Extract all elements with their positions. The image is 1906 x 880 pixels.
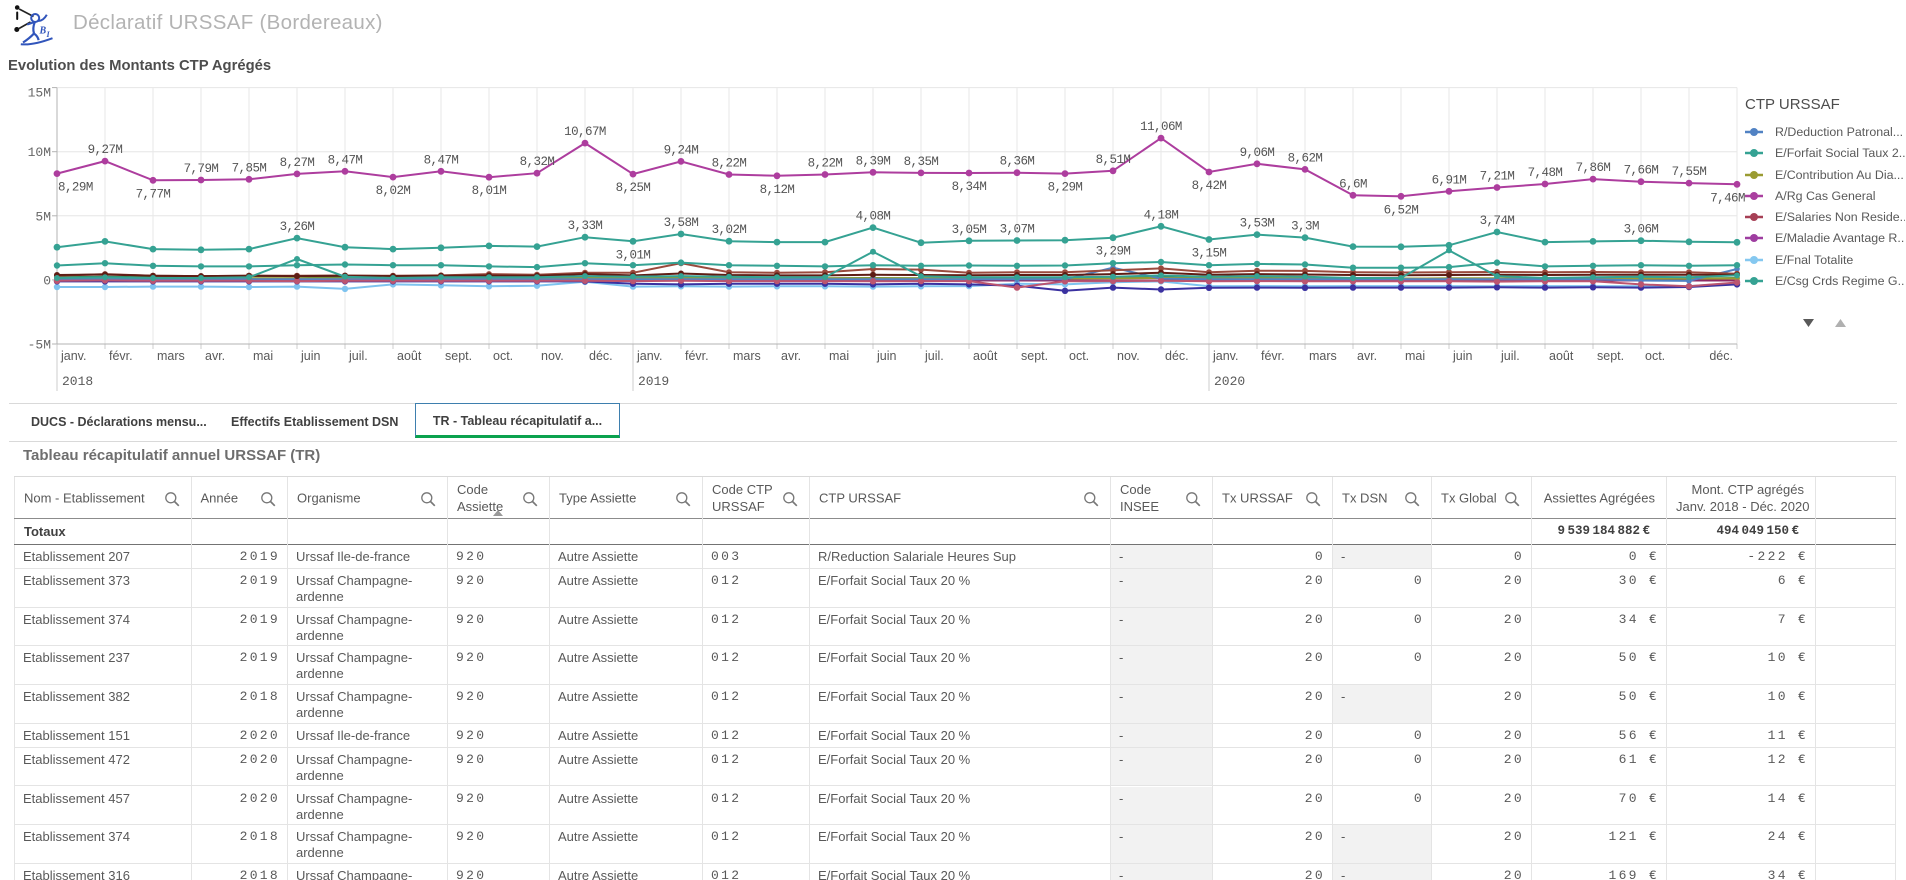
svg-text:8,02M: 8,02M (376, 184, 411, 198)
svg-text:8,42M: 8,42M (1192, 179, 1227, 193)
svg-text:7,85M: 7,85M (232, 161, 267, 175)
svg-text:B: B (39, 26, 47, 37)
svg-text:7,21M: 7,21M (1480, 170, 1515, 184)
svg-text:8,51M: 8,51M (1096, 153, 1131, 167)
svg-text:11,06M: 11,06M (1140, 120, 1182, 134)
svg-text:nov.: nov. (1117, 349, 1140, 363)
svg-text:5M: 5M (35, 209, 51, 224)
svg-text:7,86M: 7,86M (1576, 161, 1611, 175)
svg-text:-5M: -5M (28, 338, 51, 353)
svg-text:3,26M: 3,26M (280, 220, 315, 234)
svg-text:8,35M: 8,35M (904, 155, 939, 169)
svg-text:oct.: oct. (1645, 349, 1665, 363)
svg-text:déc.: déc. (1165, 349, 1189, 363)
svg-text:8,29M: 8,29M (1048, 181, 1083, 195)
svg-text:8,01M: 8,01M (472, 184, 507, 198)
svg-text:janv.: janv. (636, 349, 662, 363)
svg-text:juin: juin (300, 349, 321, 363)
svg-text:nov.: nov. (541, 349, 564, 363)
svg-text:janv.: janv. (60, 349, 86, 363)
svg-text:3,05M: 3,05M (952, 223, 987, 237)
svg-text:févr.: févr. (109, 349, 133, 363)
svg-text:7,66M: 7,66M (1624, 164, 1659, 178)
svg-text:juin: juin (1452, 349, 1473, 363)
svg-text:3,58M: 3,58M (664, 216, 699, 230)
svg-text:3,29M: 3,29M (1096, 245, 1131, 259)
svg-text:6,52M: 6,52M (1384, 203, 1419, 217)
svg-text:3,01M: 3,01M (616, 248, 651, 262)
svg-text:2019: 2019 (638, 374, 669, 389)
svg-text:6,6M: 6,6M (1339, 177, 1367, 191)
svg-text:6,91M: 6,91M (1432, 173, 1467, 187)
svg-text:3,74M: 3,74M (1480, 214, 1515, 228)
svg-text:janv.: janv. (1212, 349, 1238, 363)
svg-text:mai: mai (829, 349, 849, 363)
svg-text:3,15M: 3,15M (1192, 247, 1227, 261)
svg-text:8,32M: 8,32M (520, 155, 555, 169)
svg-text:août: août (397, 349, 422, 363)
svg-text:juil.: juil. (348, 349, 368, 363)
svg-text:4,08M: 4,08M (856, 210, 891, 224)
svg-text:juil.: juil. (1500, 349, 1520, 363)
svg-text:févr.: févr. (1261, 349, 1285, 363)
svg-text:10M: 10M (28, 145, 51, 160)
svg-text:févr.: févr. (685, 349, 709, 363)
svg-text:déc.: déc. (589, 349, 613, 363)
svg-text:7,77M: 7,77M (136, 187, 171, 201)
svg-text:8,27M: 8,27M (280, 156, 315, 170)
svg-text:mars: mars (157, 349, 185, 363)
svg-text:9,24M: 9,24M (664, 143, 699, 157)
svg-text:avr.: avr. (205, 349, 225, 363)
svg-text:10,67M: 10,67M (564, 125, 606, 139)
svg-text:I: I (46, 30, 51, 39)
svg-text:3,3M: 3,3M (1291, 220, 1319, 234)
svg-text:juin: juin (876, 349, 897, 363)
svg-text:8,47M: 8,47M (424, 153, 459, 167)
svg-text:8,36M: 8,36M (1000, 155, 1035, 169)
svg-text:déc.: déc. (1709, 349, 1733, 363)
svg-text:8,22M: 8,22M (808, 157, 843, 171)
svg-text:4,18M: 4,18M (1144, 208, 1179, 222)
svg-text:sept.: sept. (445, 349, 472, 363)
svg-text:2020: 2020 (1214, 374, 1245, 389)
svg-text:mars: mars (1309, 349, 1337, 363)
svg-text:8,47M: 8,47M (328, 153, 363, 167)
svg-text:8,12M: 8,12M (760, 183, 795, 197)
svg-text:9,27M: 9,27M (88, 143, 123, 157)
svg-text:7,48M: 7,48M (1528, 166, 1563, 180)
svg-text:8,62M: 8,62M (1288, 151, 1323, 165)
svg-text:0: 0 (43, 273, 51, 288)
svg-text:août: août (973, 349, 998, 363)
svg-text:2018: 2018 (62, 374, 93, 389)
svg-text:3,02M: 3,02M (712, 223, 747, 237)
svg-text:3,33M: 3,33M (568, 219, 603, 233)
svg-text:8,22M: 8,22M (712, 157, 747, 171)
svg-text:8,25M: 8,25M (616, 181, 651, 195)
svg-text:juil.: juil. (924, 349, 944, 363)
svg-text:sept.: sept. (1021, 349, 1048, 363)
svg-text:15M: 15M (28, 86, 51, 101)
svg-text:août: août (1549, 349, 1574, 363)
svg-text:7,79M: 7,79M (184, 162, 219, 176)
svg-text:oct.: oct. (1069, 349, 1089, 363)
svg-text:8,39M: 8,39M (856, 154, 891, 168)
svg-text:avr.: avr. (781, 349, 801, 363)
svg-text:9,06M: 9,06M (1240, 146, 1275, 160)
svg-text:oct.: oct. (493, 349, 513, 363)
svg-text:3,06M: 3,06M (1624, 223, 1659, 237)
svg-text:8,34M: 8,34M (952, 180, 987, 194)
svg-text:3,07M: 3,07M (1000, 223, 1035, 237)
svg-text:avr.: avr. (1357, 349, 1377, 363)
svg-text:sept.: sept. (1597, 349, 1624, 363)
svg-text:8,29M: 8,29M (58, 181, 93, 195)
svg-text:7,46M: 7,46M (1710, 191, 1745, 205)
svg-text:mai: mai (253, 349, 273, 363)
svg-text:7,55M: 7,55M (1672, 165, 1707, 179)
svg-text:3,53M: 3,53M (1240, 217, 1275, 231)
svg-text:mai: mai (1405, 349, 1425, 363)
svg-text:mars: mars (733, 349, 761, 363)
